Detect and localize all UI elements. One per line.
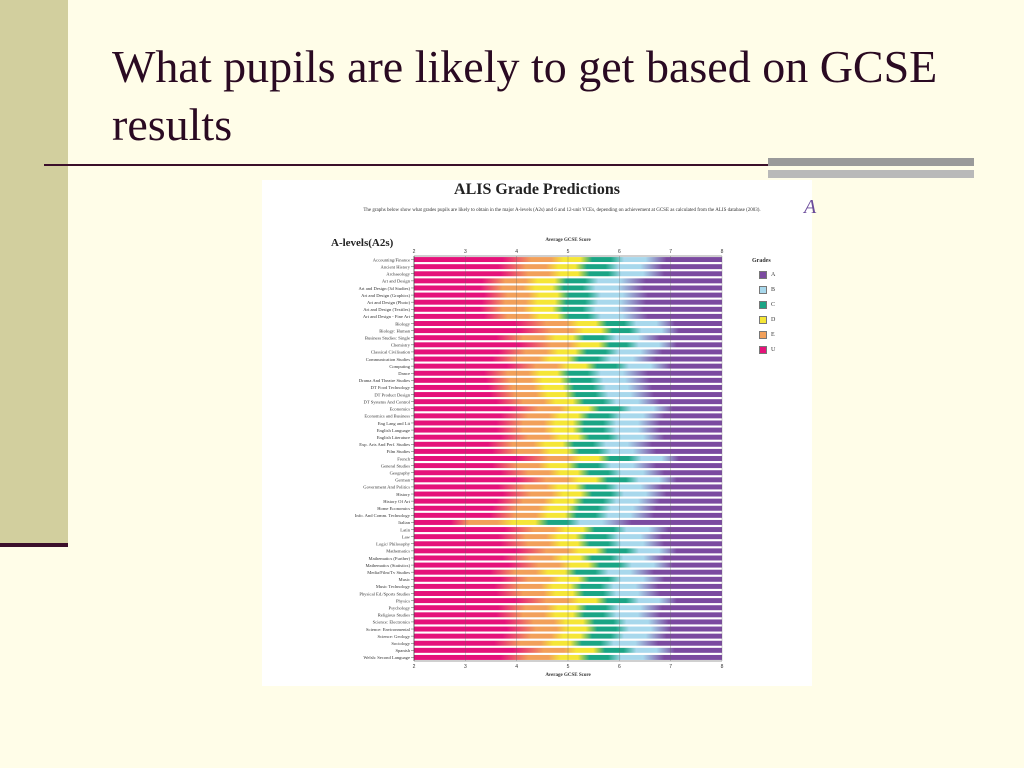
title-rule [44,164,974,166]
legend-title: Grades [752,258,771,264]
subject-label: Media/Film/Tv Studies [367,570,410,575]
x-tick-label-bottom: 2 [413,664,416,670]
subject-label: Music [399,577,410,582]
subject-label: English Literature [377,435,410,440]
subject-label: Biology: Human [379,328,410,333]
legend-swatch [759,286,767,294]
subject-label: Spanish [395,648,410,653]
x-tick-label-top: 5 [567,249,570,255]
subject-label: Economics and Business [364,414,410,419]
x-tick-label-top: 3 [464,249,467,255]
subject-label: Home Economics [377,506,410,511]
subject-label: Computing [389,364,410,369]
subject-label: Religious Studies [378,613,410,618]
subject-label: Economics [390,407,411,412]
legend-swatch [759,316,767,324]
subject-label: Art and Design [382,279,411,284]
subject-label: French [397,456,410,461]
subject-label: Physics [396,598,410,603]
subject-label: Art and Design (Photo) [367,300,410,305]
subject-label: Science: Electronics [373,620,411,625]
subject-label: Psychology [389,606,411,611]
subject-label: Eng Lang and Lit [378,421,411,426]
subject-label: Drama And Theatre Studies [359,378,410,383]
subject-label: Info. And Comm. Technology [355,513,411,518]
subject-label: Ancient History [381,264,411,269]
subject-label: Archaeology [386,272,410,277]
legend-swatch [759,271,767,279]
x-tick-label-bottom: 6 [618,664,621,670]
subject-label: English Language [377,428,410,433]
legend-swatch [759,301,767,309]
section-heading: A-levels(A2s) [331,237,394,249]
x-tick-label-top: 2 [413,249,416,255]
subject-label: Biology [395,321,411,326]
subject-label: DT Food Technology [371,385,411,390]
x-tick-label-top: 8 [721,249,724,255]
side-accent-tick [0,543,68,547]
subject-label: Communication Studies [366,357,410,362]
subject-label: Art and Design (3d Studies) [358,286,410,291]
subject-label: Art and Design (Graphics) [361,293,410,298]
x-tick-label-bottom: 4 [515,664,518,670]
subject-label: Sociology [391,641,410,646]
x-axis-title-bottom: Average GCSE Score [545,673,591,678]
subject-label: Accounting/Finance [373,257,410,262]
subject-label: Logic/ Philosophy [376,542,411,547]
x-tick-label-top: 4 [515,249,518,255]
subject-label: Film Studies [387,449,411,454]
subject-label: DT Product Design [374,392,410,397]
x-tick-label-bottom: 8 [721,664,724,670]
subject-label: Latin [400,527,410,532]
legend-label: A [771,272,776,278]
subject-label: Art and Design (Textiles) [363,307,410,312]
chart-subtitle: The graphs below show what grades pupils… [363,208,761,213]
subject-label: DT Systems And Control [364,399,411,404]
x-tick-label-top: 7 [669,249,672,255]
legend-label: C [771,302,776,308]
legend-label: D [771,317,776,323]
partial-glyph: A [804,196,817,218]
grade-prediction-chart: Accounting/Finance Ancient History Archaeo… [355,249,724,670]
side-accent-bar [0,0,68,545]
subject-label: Exp. Arts And Perf. Studies [359,442,410,447]
subject-label: Mathematics [386,549,410,554]
legend-label: U [771,347,776,353]
subject-label: Physical Ed./Sports Studies [359,591,410,596]
subject-label: Welsh: Second Language [363,655,410,660]
subject-label: Music Technology [376,584,411,589]
subject-label: Business Studies: Single [365,336,410,341]
subject-label: Geography [390,471,411,476]
subject-label: Chemistry [391,343,411,348]
subject-label: Science: Geology [377,634,410,639]
chart-title: ALIS Grade Predictions [454,181,620,198]
x-axis-title-top: Average GCSE Score [545,238,591,243]
subject-label: Italian [398,520,410,525]
subject-label: Art and Design - Fine Art [363,314,411,319]
subject-label: Classical Civilisation [371,350,411,355]
subject-label: Mathematics (Further) [369,556,411,561]
legend-swatch [759,346,767,354]
chart-image: ALIS Grade Predictions The graphs below … [262,180,812,686]
subject-label: German [395,478,410,483]
x-tick-label-top: 6 [618,249,621,255]
subject-label: History Of Art [383,499,411,504]
x-tick-label-bottom: 5 [567,664,570,670]
subject-label: Science: Environmental [366,627,411,632]
title-rule-block-top [768,158,974,166]
legend-label: E [771,332,775,338]
legend-swatch [759,331,767,339]
x-tick-label-bottom: 3 [464,664,467,670]
legend-label: B [771,287,776,293]
title-rule-block-bottom [768,170,974,178]
subject-label: Mathematics (Statistics) [365,563,410,568]
slide-title: What pupils are likely to get based on G… [112,41,938,150]
x-tick-label-bottom: 7 [669,664,672,670]
subject-label: Government And Politics [363,485,410,490]
subject-label: Law [402,534,411,539]
subject-label: History [396,492,410,497]
subject-label: Dance [398,371,410,376]
subject-label: General Studies [381,463,410,468]
